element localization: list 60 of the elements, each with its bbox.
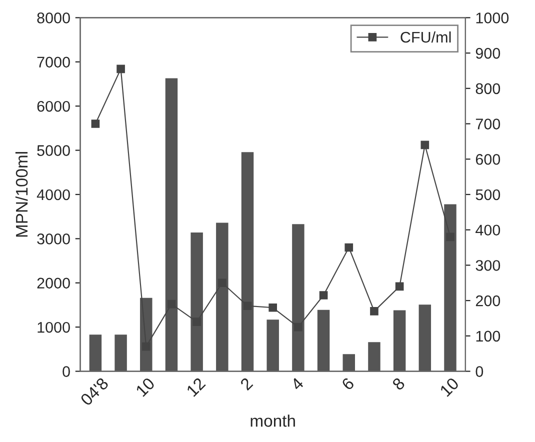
y-tick-label: 0 — [62, 366, 70, 377]
x-axis-title: month — [250, 414, 295, 427]
bar — [89, 334, 102, 372]
x-tick-label: 8 — [392, 376, 406, 391]
bar — [190, 232, 203, 372]
y2-tick-label: 1000 — [476, 12, 509, 24]
point — [344, 243, 354, 252]
point — [167, 300, 176, 308]
y2-tick-label: 300 — [476, 260, 500, 271]
point — [192, 318, 201, 326]
point — [319, 291, 328, 300]
y2-tick-label: 100 — [476, 330, 500, 342]
bar — [292, 224, 304, 372]
y2-tick-label: 600 — [476, 154, 500, 165]
y-tick-label: 6000 — [37, 100, 70, 112]
x-tick-label: 12 — [186, 377, 206, 397]
bar — [216, 222, 228, 372]
y-axis-title: MPN/100ml — [15, 152, 28, 237]
y-tick-label: 4000 — [36, 189, 70, 200]
point — [268, 303, 278, 312]
y2-tick-label: 0 — [476, 366, 484, 377]
y2-tick-label: 700 — [476, 118, 500, 130]
y2-tick-label: 200 — [476, 295, 500, 306]
bar — [266, 320, 279, 372]
point — [294, 322, 302, 332]
y2-tick-label: 500 — [476, 189, 500, 200]
y2-tick-label: 800 — [476, 83, 500, 94]
y2-tick-label: 400 — [476, 224, 500, 236]
point — [446, 232, 454, 242]
bar — [317, 310, 330, 372]
point — [218, 278, 226, 288]
point — [142, 342, 150, 351]
bar — [418, 304, 432, 372]
y-tick-label: 1000 — [38, 322, 70, 333]
legend-label: CFU/ml — [400, 31, 451, 43]
point — [370, 307, 378, 316]
y-tick-label: 3000 — [37, 234, 70, 244]
x-tick-label: 10 — [135, 376, 156, 398]
x-tick-label: 4 — [290, 376, 304, 391]
point — [91, 120, 100, 128]
x-tick-label: 04'8 — [80, 376, 110, 406]
x-tick-label: 10 — [439, 376, 460, 398]
y-tick-label: 2000 — [37, 278, 70, 289]
bar — [241, 152, 254, 372]
point — [116, 64, 125, 74]
y-tick-label: 8000 — [37, 12, 70, 24]
bar — [114, 334, 127, 372]
bar — [368, 342, 380, 372]
y-tick-label: 5000 — [37, 145, 70, 156]
bar — [393, 310, 406, 372]
bar — [165, 78, 178, 372]
y2-tick-label: 900 — [476, 48, 500, 59]
point — [243, 302, 252, 310]
point — [395, 282, 404, 291]
bar — [342, 354, 355, 372]
x-tick-label: 2 — [240, 377, 254, 391]
x-tick-label: 6 — [341, 376, 355, 391]
bar — [444, 204, 456, 372]
point — [420, 140, 430, 150]
y-tick-label: 7000 — [37, 56, 70, 68]
